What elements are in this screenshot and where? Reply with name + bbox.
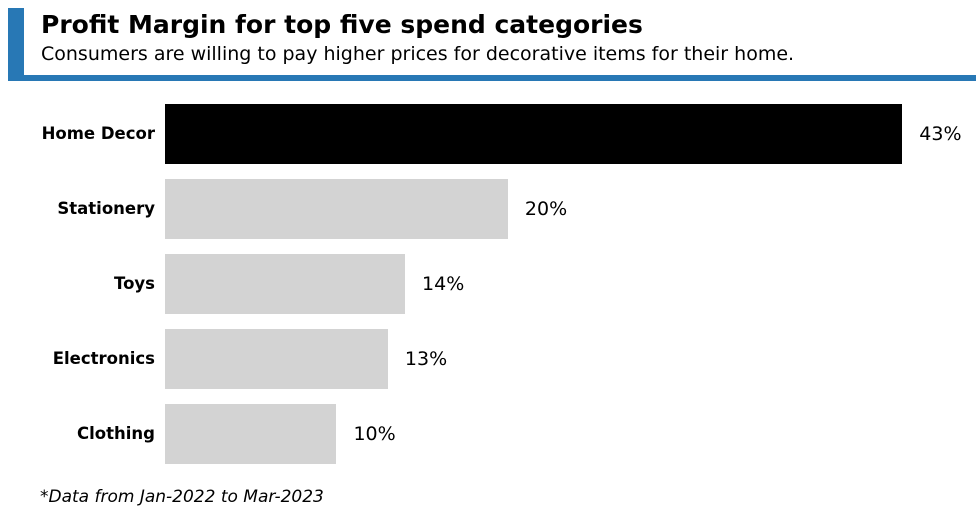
bar [165, 253, 406, 314]
value-label: 14% [422, 272, 465, 295]
bar-chart: Home Decor 43% Stationery 20% Toys 14% E… [0, 103, 976, 464]
chart-page: Profit Margin for top five spend categor… [0, 8, 976, 524]
bar-row: Home Decor 43% [0, 103, 976, 164]
bar [165, 403, 337, 464]
bar-track: 14% [165, 253, 976, 314]
value-label: 10% [353, 422, 396, 445]
bar-row: Toys 14% [0, 253, 976, 314]
bar-track: 10% [165, 403, 976, 464]
bar-track: 43% [165, 103, 976, 164]
category-label: Electronics [52, 349, 155, 369]
bar-row: Electronics 13% [0, 328, 976, 389]
bar-track: 13% [165, 328, 976, 389]
bar [165, 103, 903, 164]
bar-row: Stationery 20% [0, 178, 976, 239]
chart-title: Profit Margin for top five spend categor… [41, 10, 643, 39]
bar-track: 20% [165, 178, 976, 239]
value-label: 20% [524, 197, 568, 220]
chart-footnote: *Data from Jan-2022 to Mar-2023 [40, 486, 324, 507]
value-label: 13% [404, 347, 448, 370]
bar-row: Clothing 10% [0, 403, 976, 464]
bar [165, 178, 508, 239]
value-label: 43% [919, 122, 962, 145]
category-label: Toys [114, 274, 155, 294]
category-label: Stationery [57, 199, 155, 219]
chart-footer: *Data from Jan-2022 to Mar-2023 [40, 487, 976, 507]
category-label: Clothing [77, 424, 155, 444]
category-label: Home Decor [41, 124, 155, 144]
bar [165, 328, 388, 389]
chart-header: Profit Margin for top five spend categor… [8, 8, 976, 81]
chart-subtitle: Consumers are willing to pay higher pric… [41, 43, 795, 66]
